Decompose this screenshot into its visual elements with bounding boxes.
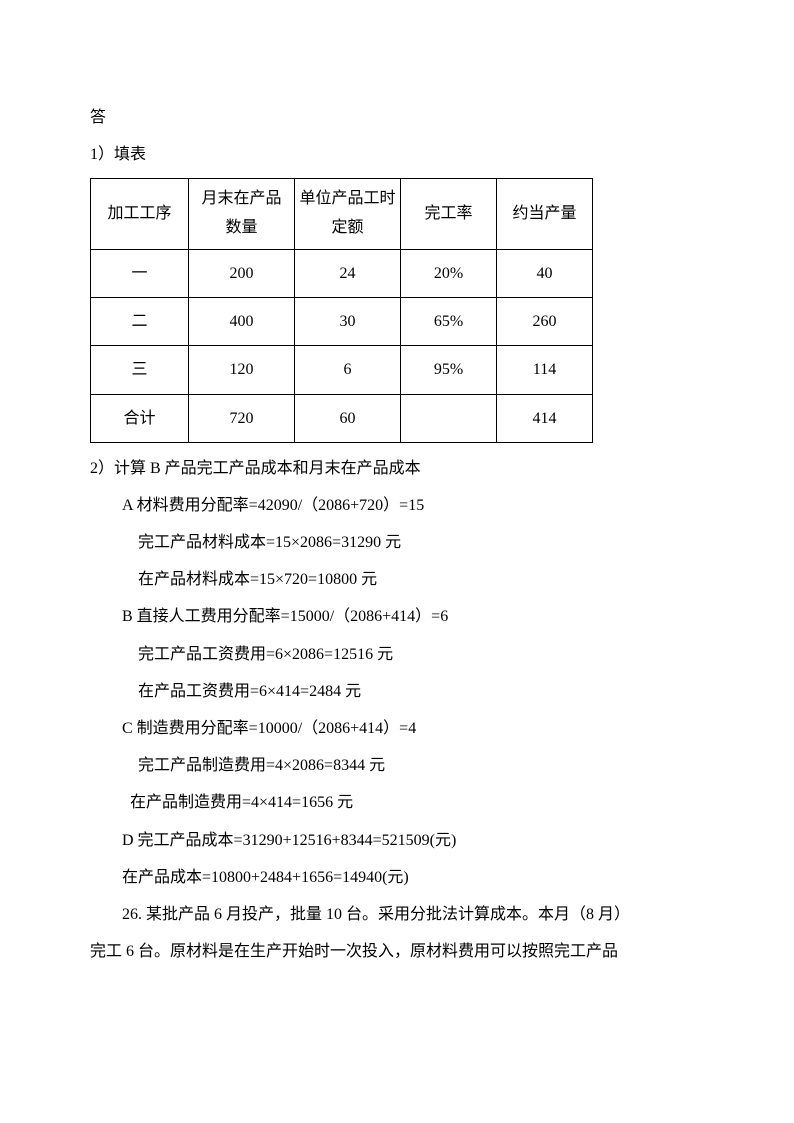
table-cell: 114 (497, 346, 593, 394)
calculation-lines: A 材料费用分配率=42090/（2086+720）=15完工产品材料成本=15… (90, 488, 704, 895)
answer-label: 答 (90, 100, 704, 135)
table-cell: 200 (189, 249, 295, 297)
table-row: 合计 720 60 414 (91, 394, 593, 442)
table-cell: 30 (295, 298, 401, 346)
question-26-line1: 26. 某批产品 6 月投产，批量 10 台。采用分批法计算成本。本月（8 月） (90, 897, 704, 932)
table-cell: 720 (189, 394, 295, 442)
table-cell: 一 (91, 249, 189, 297)
table-cell: 24 (295, 249, 401, 297)
calc-line: C 制造费用分配率=10000/（2086+414）=4 (90, 711, 704, 746)
table-row: 三 120 6 95% 114 (91, 346, 593, 394)
calc-line: 完工产品制造费用=4×2086=8344 元 (90, 748, 704, 783)
table-cell: 二 (91, 298, 189, 346)
document-content: 答 1）填表 加工工序 月末在产品 数量 单位产品工时 定额 完工率 约当产量 … (90, 100, 704, 969)
table-cell: 65% (401, 298, 497, 346)
table-header-cell: 单位产品工时 定额 (295, 179, 401, 250)
table-cell: 三 (91, 346, 189, 394)
table-header-cell: 完工率 (401, 179, 497, 250)
table-cell: 60 (295, 394, 401, 442)
data-table: 加工工序 月末在产品 数量 单位产品工时 定额 完工率 约当产量 一 200 2… (90, 178, 593, 442)
table-header-cell: 月末在产品 数量 (189, 179, 295, 250)
table-cell: 400 (189, 298, 295, 346)
table-cell: 260 (497, 298, 593, 346)
calc-line: 完工产品工资费用=6×2086=12516 元 (90, 637, 704, 672)
table-row: 二 400 30 65% 260 (91, 298, 593, 346)
table-cell: 40 (497, 249, 593, 297)
calc-line: 在产品材料成本=15×720=10800 元 (90, 562, 704, 597)
table-cell: 95% (401, 346, 497, 394)
calc-line: A 材料费用分配率=42090/（2086+720）=15 (90, 488, 704, 523)
table-row: 一 200 24 20% 40 (91, 249, 593, 297)
table-header-cell: 约当产量 (497, 179, 593, 250)
header-line: 数量 (225, 219, 257, 236)
header-line: 定额 (331, 219, 363, 236)
question-26-line2: 完工 6 台。原材料是在生产开始时一次投入，原材料费用可以按照完工产品 (90, 934, 704, 969)
table-header-cell: 加工工序 (91, 179, 189, 250)
table-cell (401, 394, 497, 442)
calc-line: 在产品成本=10800+2484+1656=14940(元) (90, 860, 704, 895)
calc-line: D 完工产品成本=31290+12516+8344=521509(元) (90, 823, 704, 858)
table-cell: 6 (295, 346, 401, 394)
calc-line: 完工产品材料成本=15×2086=31290 元 (90, 525, 704, 560)
section2-label: 2）计算 B 产品完工产品成本和月末在产品成本 (90, 451, 704, 486)
header-line: 月末在产品 (201, 190, 281, 207)
calc-line: 在产品工资费用=6×414=2484 元 (90, 674, 704, 709)
header-line: 单位产品工时 (299, 190, 395, 207)
table-header-row: 加工工序 月末在产品 数量 单位产品工时 定额 完工率 约当产量 (91, 179, 593, 250)
calc-line: B 直接人工费用分配率=15000/（2086+414）=6 (90, 599, 704, 634)
section1-label: 1）填表 (90, 137, 704, 172)
table-cell: 20% (401, 249, 497, 297)
table-cell: 合计 (91, 394, 189, 442)
table-cell: 120 (189, 346, 295, 394)
table-cell: 414 (497, 394, 593, 442)
calc-line: 在产品制造费用=4×414=1656 元 (90, 785, 704, 820)
